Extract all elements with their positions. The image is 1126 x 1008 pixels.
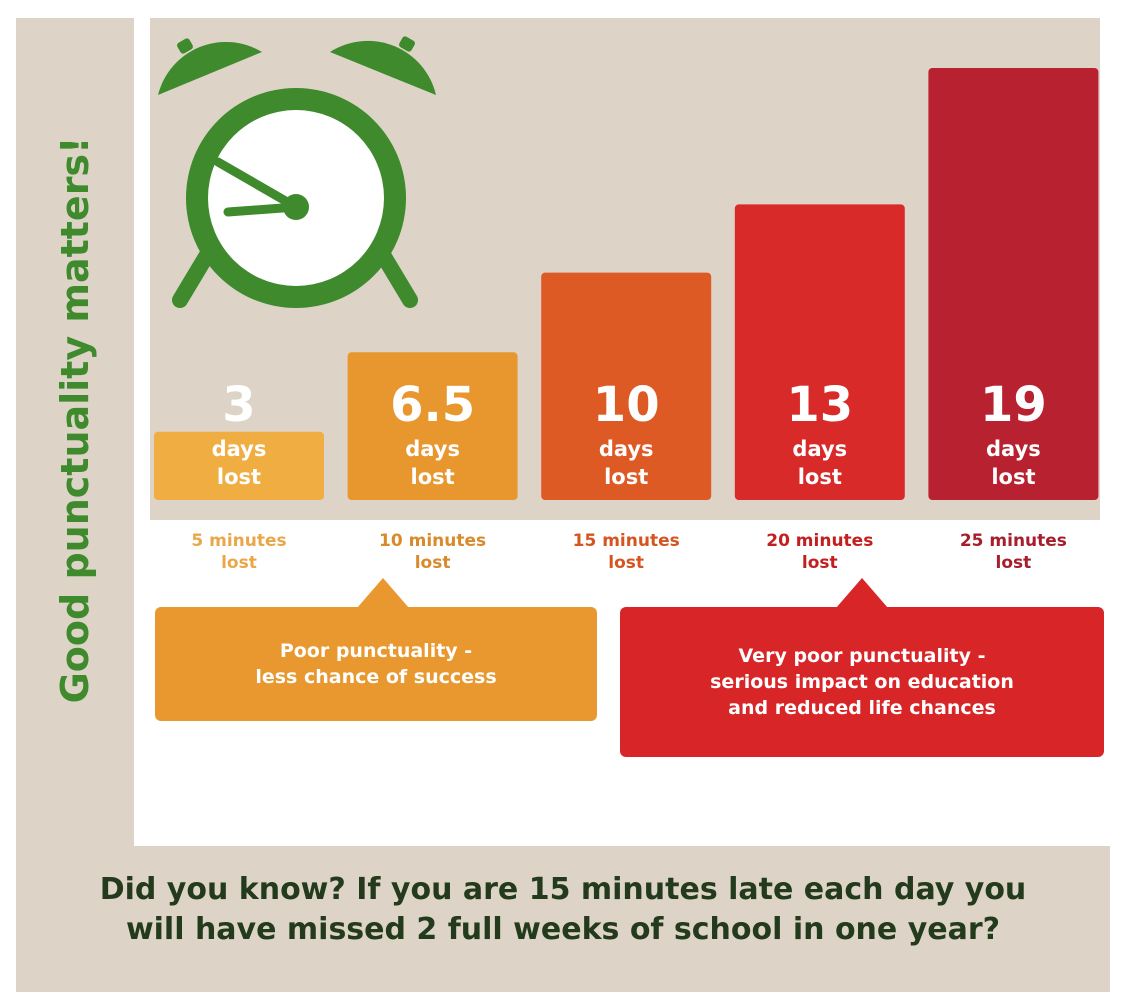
bar-unit-label: days	[599, 437, 654, 461]
did-you-know-text: Did you know? If you are 15 minutes late…	[16, 870, 1110, 950]
bar-3	[734, 204, 905, 500]
category-label-line: 20 minutes	[766, 531, 874, 551]
callout-very-poor-punctuality: Very poor punctuality - serious impact o…	[620, 607, 1104, 757]
callout-pointer	[836, 578, 888, 608]
bar-unit-label: lost	[798, 465, 842, 489]
bar-value-label: 19	[980, 377, 1047, 433]
category-label: 10 minutes lost	[348, 530, 518, 574]
category-label-line: lost	[414, 553, 451, 573]
bar-unit-label: days	[986, 437, 1041, 461]
bar-unit-label: lost	[604, 465, 648, 489]
callout-poor-punctuality: Poor punctuality - less chance of succes…	[155, 607, 597, 721]
side-panel	[16, 18, 134, 846]
bar-unit-label: days	[212, 437, 267, 461]
bar-value-label: 13	[786, 377, 853, 433]
category-label: 5 minutes lost	[154, 530, 324, 574]
bar-1	[347, 352, 518, 500]
bar-unit-label: lost	[217, 465, 261, 489]
bar-unit-label: days	[405, 437, 460, 461]
category-label-line: lost	[801, 553, 838, 573]
bar-unit-label: lost	[411, 465, 455, 489]
category-label: 25 minutes lost	[928, 530, 1098, 574]
fact-panel	[16, 846, 1110, 992]
bar-value-label: 3	[222, 377, 255, 433]
bar-2	[541, 272, 712, 500]
category-label-line: lost	[995, 553, 1032, 573]
callout-pointer	[357, 578, 409, 608]
bar-unit-label: days	[792, 437, 847, 461]
bar-4	[928, 68, 1099, 500]
callout-line: Very poor punctuality -	[738, 645, 986, 667]
bar-0	[154, 431, 324, 500]
category-label: 20 minutes lost	[735, 530, 905, 574]
callout-line: Poor punctuality -	[279, 640, 473, 662]
category-label-line: 5 minutes	[191, 531, 287, 551]
category-label-line: lost	[608, 553, 645, 573]
category-label-line: 10 minutes	[379, 531, 487, 551]
bars: 3 days lost 6.5 days lost 10 days lost 13 days lost…	[154, 68, 1099, 500]
callout-line: less chance of success	[255, 666, 497, 688]
callout-line: serious impact on education	[710, 671, 1014, 693]
category-label-line: 25 minutes	[959, 531, 1067, 551]
bar-unit-label: lost	[991, 465, 1035, 489]
bar-value-label: 10	[593, 377, 660, 433]
fact-line: Did you know? If you are 15 minutes late…	[99, 872, 1027, 907]
callout-line: and reduced life chances	[728, 697, 996, 719]
category-label-line: 15 minutes	[572, 531, 680, 551]
bar-value-label: 6.5	[390, 377, 475, 433]
alarm-clock-icon	[158, 36, 436, 308]
fact-line: will have missed 2 full weeks of school …	[125, 912, 1001, 947]
category-label: 15 minutes lost	[541, 530, 711, 574]
category-label-line: lost	[221, 553, 257, 573]
